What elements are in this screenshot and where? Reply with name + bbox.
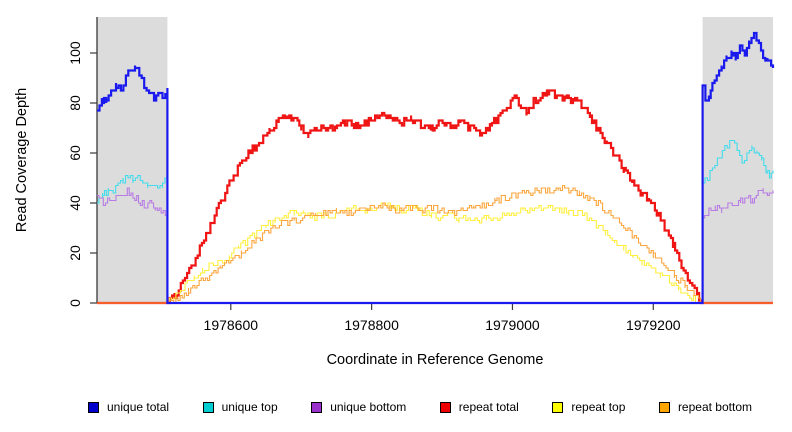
shaded-region: [702, 17, 773, 303]
legend-swatch-repeat-bottom: [658, 401, 670, 413]
legend-label: repeat top: [571, 400, 626, 414]
x-tick-label: 1979000: [485, 317, 540, 333]
x-axis-title: Coordinate in Reference Genome: [326, 352, 544, 368]
legend-item-unique-total: unique total: [88, 400, 169, 414]
x-tick-label: 1979200: [626, 317, 681, 333]
series-line-unique-top: [97, 139, 774, 304]
legend-swatch-repeat-total: [439, 401, 451, 413]
legend-item-unique-top: unique top: [202, 400, 278, 414]
y-tick-label: 20: [67, 245, 83, 261]
legend-swatch-repeat-top: [552, 401, 564, 413]
legend-label: repeat total: [458, 400, 519, 414]
legend: unique total unique top unique bottom repea…: [88, 400, 752, 414]
y-tick-label: 60: [67, 145, 83, 161]
legend-label: repeat bottom: [677, 400, 752, 414]
shaded-region: [97, 17, 168, 303]
legend-label: unique total: [107, 400, 170, 414]
y-axis-title: Read Coverage Depth: [14, 87, 30, 233]
x-tick-label: 1978800: [344, 317, 399, 333]
y-tick-label: 100: [67, 41, 83, 65]
y-tick-label: 0: [67, 299, 83, 307]
legend-item-repeat-top: repeat top: [552, 400, 625, 414]
legend-item-unique-bottom: unique bottom: [311, 400, 406, 414]
x-tick-label: 1978600: [204, 317, 259, 333]
series-line-repeat-total: [97, 89, 773, 305]
series-line-unique-total: [97, 31, 775, 305]
legend-item-repeat-total: repeat total: [439, 400, 519, 414]
legend-swatch-unique-total: [88, 401, 99, 413]
legend-item-repeat-bottom: repeat bottom: [658, 400, 752, 414]
y-tick-label: 80: [67, 95, 83, 111]
legend-label: unique top: [221, 400, 278, 414]
legend-label: unique bottom: [330, 400, 407, 414]
y-tick-label: 40: [67, 195, 83, 211]
legend-swatch-unique-bottom: [311, 401, 323, 413]
legend-swatch-unique-top: [202, 401, 214, 413]
series-line-repeat-bottom: [97, 184, 773, 304]
series-line-repeat-top: [97, 202, 773, 304]
